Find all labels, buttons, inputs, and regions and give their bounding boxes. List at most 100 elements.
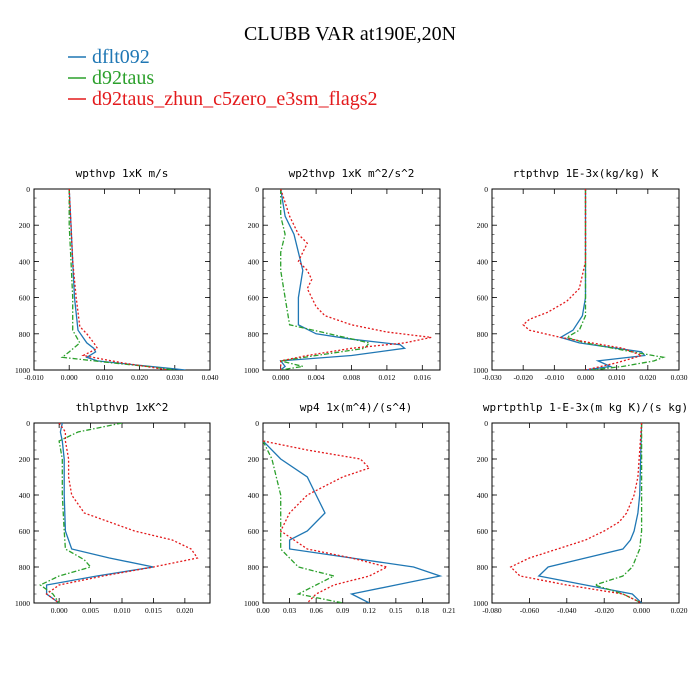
x-tick-label: 0.000 [633, 606, 650, 615]
x-tick-label: 0.020 [176, 606, 193, 615]
x-tick-label: 0.030 [671, 373, 688, 382]
y-tick-label: 400 [248, 257, 260, 266]
series-line-d92taus_zhun_c5zero_e3sm_flags2 [263, 440, 389, 603]
y-tick-label: 200 [19, 455, 31, 464]
panel-title: wp2thvp 1xK m^2/s^2 [289, 167, 415, 180]
y-tick-label: 400 [19, 257, 31, 266]
x-tick-label: 0.00 [256, 606, 269, 615]
x-tick-label: 0.010 [608, 373, 625, 382]
series-line-d92taus [263, 440, 343, 603]
legend-label-d92taus: d92taus [92, 67, 154, 89]
x-tick-label: -0.010 [545, 373, 565, 382]
y-tick-label: 600 [248, 294, 260, 303]
panel-title: wpthvp 1xK m/s [76, 167, 169, 180]
series-line-d92taus_zhun_c5zero_e3sm_flags2 [280, 189, 432, 370]
series-line-dflt092 [45, 423, 154, 603]
x-tick-label: -0.030 [482, 373, 502, 382]
y-tick-label: 800 [19, 330, 31, 339]
series-line-d92taus_zhun_c5zero_e3sm_flags2 [68, 189, 168, 370]
series-line-d92taus [39, 423, 123, 603]
x-tick-label: 0.000 [51, 606, 68, 615]
y-tick-label: 600 [248, 527, 260, 536]
x-tick-label: 0.005 [82, 606, 99, 615]
series-line-dflt092 [263, 440, 443, 603]
y-tick-label: 400 [248, 491, 260, 500]
y-tick-label: 800 [477, 330, 489, 339]
x-tick-label: 0.010 [96, 373, 113, 382]
legend-label-d92taus-zhun: d92taus_zhun_c5zero_e3sm_flags2 [92, 88, 377, 110]
figure-title: CLUBB VAR at190E,20N [244, 23, 456, 45]
x-tick-label: 0.06 [310, 606, 323, 615]
x-tick-label: 0.016 [414, 373, 431, 382]
y-tick-label: 0 [255, 185, 259, 194]
panel-title: rtpthvp 1E-3x(kg/kg) K [513, 167, 659, 180]
x-tick-label: 0.020 [671, 606, 688, 615]
x-tick-label: 0.09 [336, 606, 349, 615]
x-tick-label: -0.060 [520, 606, 540, 615]
panel-title: wp4 1x(m^4)/(s^4) [300, 401, 413, 414]
x-tick-label: 0.15 [389, 606, 402, 615]
y-tick-label: 400 [477, 491, 489, 500]
y-tick-label: 600 [477, 527, 489, 536]
y-tick-label: 1000 [244, 366, 259, 375]
y-tick-label: 800 [477, 563, 489, 572]
chart-panel-6: wprtpthlp 1-E-3x(m kg K)/(s kg) 0 200 400 60… [473, 401, 688, 615]
y-tick-label: 400 [477, 257, 489, 266]
x-tick-label: 0.000 [61, 373, 78, 382]
y-tick-label: 600 [477, 294, 489, 303]
series-line-dflt092 [279, 189, 407, 370]
y-tick-label: 1000 [473, 366, 488, 375]
panel-title: wprtpthlp 1-E-3x(m kg K)/(s kg) [483, 401, 688, 414]
x-tick-label: 0.020 [131, 373, 148, 382]
y-tick-label: 1000 [473, 599, 488, 608]
series-line-d92taus [565, 189, 666, 370]
x-tick-label: 0.020 [639, 373, 656, 382]
x-tick-label: -0.080 [482, 606, 502, 615]
series-line-d92taus [280, 189, 371, 370]
x-tick-label: -0.010 [24, 373, 44, 382]
series-line-d92taus [592, 423, 643, 603]
y-tick-label: 400 [19, 491, 31, 500]
y-tick-label: 0 [26, 185, 30, 194]
x-tick-label: 0.000 [577, 373, 594, 382]
y-tick-label: 200 [248, 221, 260, 230]
y-tick-label: 1000 [15, 366, 30, 375]
y-tick-label: 1000 [15, 599, 30, 608]
chart-panel-4: thlpthvp 1xK^2 0 200 400 600 800 1000 0.000 0.00… [15, 401, 211, 615]
x-tick-label: 0.004 [308, 373, 325, 382]
y-tick-label: 0 [255, 419, 259, 428]
y-tick-label: 800 [248, 330, 260, 339]
x-tick-label: 0.008 [343, 373, 360, 382]
panel-title: thlpthvp 1xK^2 [76, 401, 169, 414]
x-tick-label: 0.18 [416, 606, 429, 615]
x-tick-label: 0.015 [145, 606, 162, 615]
series-line-d92taus_zhun_c5zero_e3sm_flags2 [509, 423, 643, 603]
series-line-d92taus_zhun_c5zero_e3sm_flags2 [522, 189, 644, 370]
series-line-d92taus [60, 189, 175, 370]
x-tick-label: -0.020 [513, 373, 533, 382]
y-tick-label: 800 [19, 563, 31, 572]
series-line-dflt092 [537, 423, 643, 603]
y-tick-label: 0 [484, 185, 488, 194]
y-tick-label: 200 [477, 455, 489, 464]
y-tick-label: 0 [484, 419, 488, 428]
y-tick-label: 600 [19, 527, 31, 536]
x-tick-label: -0.040 [557, 606, 577, 615]
chart-panel-3: rtpthvp 1E-3x(kg/kg) K02004006008001000-… [473, 167, 688, 382]
x-tick-label: 0.000 [272, 373, 289, 382]
legend-label-dflt092: dflt092 [92, 46, 150, 68]
x-tick-label: 0.040 [202, 373, 219, 382]
x-tick-label: 0.03 [283, 606, 296, 615]
y-tick-label: 200 [248, 455, 260, 464]
x-tick-label: 0.010 [114, 606, 131, 615]
series-line-d92taus_zhun_c5zero_e3sm_flags2 [45, 423, 199, 603]
x-tick-label: 0.030 [166, 373, 183, 382]
x-tick-label: 0.21 [442, 606, 455, 615]
y-tick-label: 0 [26, 419, 30, 428]
chart-panel-1: wpthvp 1xK m/s 0 200 400 600 800 1000-0.010 0.0… [15, 167, 219, 382]
x-tick-label: 0.012 [378, 373, 395, 382]
chart-panel-2: wp2thvp 1xK m^2/s^2 0 200 400 600 800 1000 0.00… [244, 167, 441, 382]
